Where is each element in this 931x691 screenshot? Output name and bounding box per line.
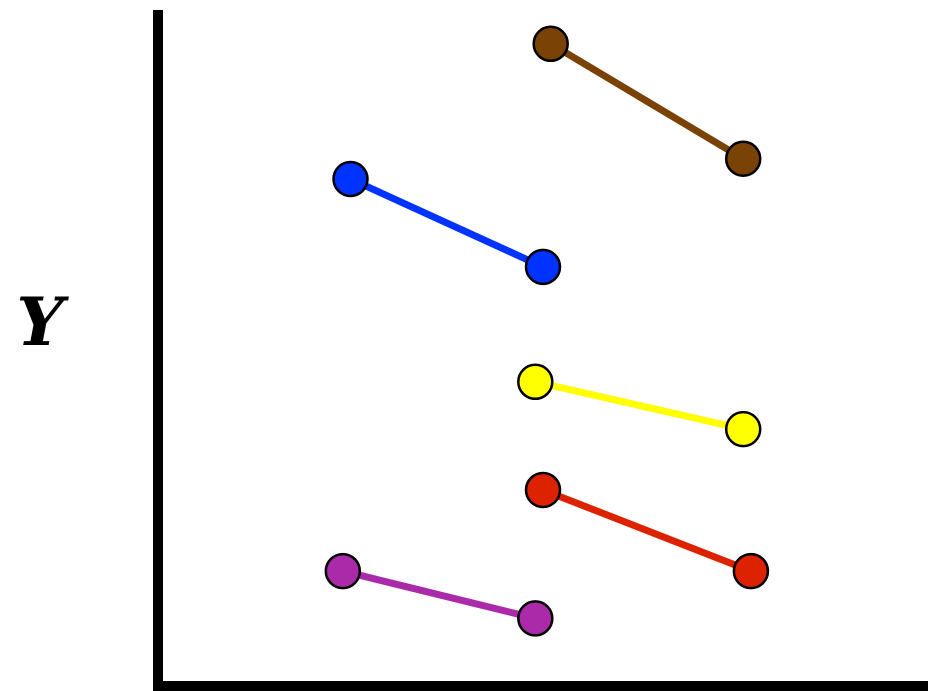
series-3: [517, 363, 762, 448]
series-4-point-2: [732, 552, 770, 590]
series-3-point-1: [517, 363, 554, 401]
series-2-point-1: [332, 160, 369, 198]
series-layer: [324, 25, 770, 637]
series-5-line: [341, 567, 537, 622]
series-1-line: [548, 40, 745, 162]
series-3-line: [534, 378, 744, 433]
series-2: [332, 160, 562, 286]
series-3-point-2: [724, 410, 762, 448]
series-2-point-2: [524, 248, 562, 286]
series-1-point-2: [724, 140, 762, 177]
series-5: [324, 552, 554, 637]
series-1: [532, 25, 762, 177]
series-1-point-1: [532, 25, 569, 63]
series-2-line: [349, 175, 545, 271]
series-4-line: [541, 486, 753, 575]
series-4: [524, 471, 770, 590]
y-axis-label: Y: [16, 283, 69, 361]
series-4-point-1: [524, 471, 562, 509]
series-5-point-1: [324, 552, 362, 590]
series-5-point-2: [517, 600, 554, 637]
